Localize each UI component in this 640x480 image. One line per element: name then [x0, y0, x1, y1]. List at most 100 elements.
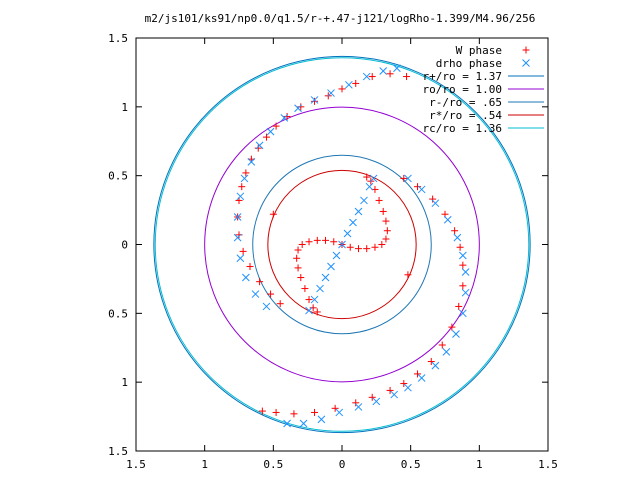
w-phase-point [262, 133, 270, 141]
w-phase-point [272, 408, 280, 416]
x-tick-label: 0 [339, 458, 346, 471]
w-phase-point [297, 274, 305, 282]
w-phase-point [246, 263, 254, 271]
w-phase-point [309, 304, 317, 312]
w-phase-point [235, 231, 243, 239]
y-axis: 1.5 1 0.5 0 0.5 1 1.5 [108, 32, 548, 458]
w-phase-point [297, 103, 305, 111]
w-phase-point [269, 210, 277, 218]
drho-phase-point [345, 80, 353, 89]
drho-phase-point [247, 158, 256, 166]
w-phase-point [294, 246, 302, 254]
legend-label: r+/ro = 1.37 [423, 70, 502, 83]
x-tick-label: 1 [201, 458, 208, 471]
y-tick-label: 0 [121, 239, 128, 252]
w-phase-point [455, 302, 463, 310]
w-phase-point [239, 247, 247, 255]
drho-phase-point [327, 89, 335, 97]
w-phase-point [383, 227, 391, 235]
drho-phase-point [255, 141, 264, 150]
w-phase-point [368, 73, 376, 81]
w-phase-point [301, 285, 309, 293]
drho-phase-point [461, 288, 470, 297]
w-phase-point [427, 358, 435, 366]
drho-phase-point [393, 64, 401, 73]
drho-phase-point [251, 290, 260, 298]
w-phase-point [404, 271, 412, 279]
x-tick-label: 1.5 [126, 458, 146, 471]
w-phase-point [352, 79, 360, 87]
x-axis: 1.5 1 0.5 0 0.5 1 1.5 [126, 38, 558, 471]
drho-phase-point [335, 408, 344, 417]
drho-phase-point [458, 309, 467, 318]
drho-phase-point [372, 397, 381, 406]
drho-phase-point [280, 113, 289, 122]
w-phase-point [258, 407, 266, 415]
drho-phase-point [431, 361, 440, 370]
drho-phase-point [354, 403, 363, 411]
legend-label: r-/ro = .65 [429, 96, 502, 109]
drho-phase-point [360, 196, 368, 205]
x-tick-label: 1.5 [538, 458, 558, 471]
drho-phase-point [349, 218, 357, 227]
w-phase-point [378, 241, 386, 248]
legend-swatch [522, 59, 530, 67]
w-phase-point [294, 264, 302, 272]
w-phase-point [267, 290, 275, 298]
w-phase-point [338, 85, 346, 93]
drho-phase-point [233, 213, 242, 221]
w-phase-point [438, 341, 446, 349]
w-phase-point [283, 112, 291, 120]
x-tick-label: 0.5 [263, 458, 283, 471]
w-phase-point [298, 241, 306, 248]
drho-phase-point [338, 240, 346, 249]
w-phase-point [363, 245, 371, 253]
w-phase-point [254, 144, 262, 152]
circle-r-ro-1-37 [153, 55, 531, 434]
legend-swatch [522, 46, 530, 54]
legend-label: W phase [456, 44, 502, 57]
w-phase-point [451, 227, 459, 235]
drho-phase-point [458, 251, 467, 260]
drho-phase-point [369, 174, 378, 183]
drho-phase-point [453, 233, 462, 242]
w-phase-point [330, 238, 338, 246]
w-phase-point [276, 300, 284, 308]
w-phase-point [414, 183, 422, 191]
legend-label: rc/ro = 1.36 [423, 122, 502, 135]
w-phase-point [256, 278, 264, 286]
drho-phase-point [236, 192, 245, 201]
w-phase-point [382, 235, 390, 243]
drho-phase-point [431, 199, 440, 208]
w-phase-point [352, 399, 360, 407]
y-tick-label: 1 [121, 376, 128, 389]
circle-rc-ro-1-36 [154, 57, 530, 432]
drho-phase-point [362, 72, 371, 81]
w-phase-point [448, 323, 456, 331]
w-phase-point [400, 380, 408, 388]
w-phase-point [403, 73, 411, 81]
w-phase-point [242, 169, 250, 177]
w-phase-point [311, 97, 319, 105]
drho-phase-point [404, 174, 412, 183]
w-phase-point [368, 393, 376, 401]
drho-phase-point [442, 348, 451, 356]
w-phase-point [382, 217, 390, 225]
w-phase-point [322, 236, 330, 244]
drho-phase-point [332, 251, 341, 260]
x-tick-label: 0.5 [401, 458, 421, 471]
drho-phase-point [236, 254, 245, 263]
w-phase-point [456, 243, 464, 251]
w-phase-point [414, 370, 422, 378]
drho-phase-point [365, 182, 374, 191]
w-phase-point [429, 195, 437, 203]
w-phase-point [290, 410, 298, 418]
y-tick-label: 1 [121, 101, 128, 114]
y-tick-label: 1.5 [108, 32, 128, 45]
y-tick-label: 0.5 [108, 170, 128, 183]
drho-phase-point [321, 273, 330, 282]
drho-phase-point [404, 383, 412, 392]
drho-phase-point [390, 390, 399, 399]
circle-r-ro-54 [267, 169, 417, 320]
